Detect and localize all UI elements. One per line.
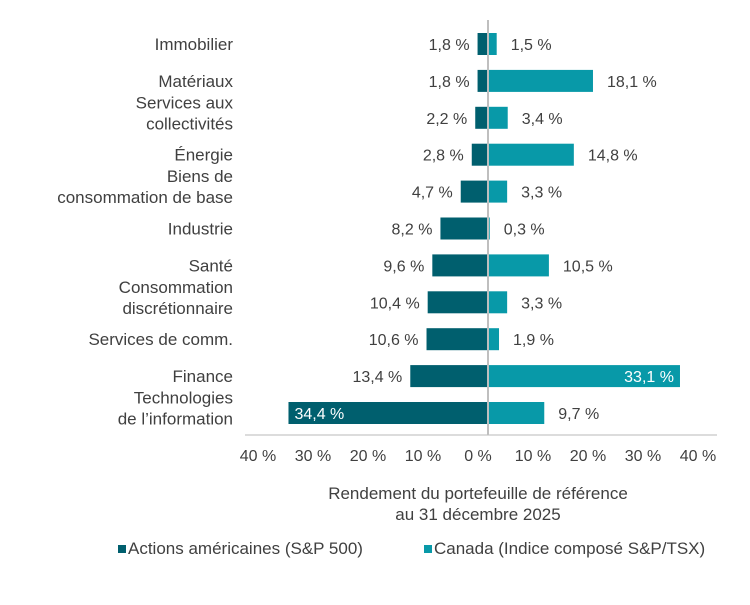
x-tick-label: 20 %: [570, 448, 606, 465]
category-label: Énergie: [174, 146, 233, 165]
bar-canada: [488, 365, 680, 388]
category-label: Santé: [189, 256, 233, 275]
bar-canada: [488, 69, 593, 92]
data-label: 34,4 %: [294, 406, 344, 423]
data-label: 3,3 %: [521, 295, 562, 312]
bar-canada: [488, 143, 574, 166]
data-label: 10,4 %: [370, 295, 420, 312]
bar-us: [477, 69, 488, 92]
data-label: 2,2 %: [426, 111, 467, 128]
data-label: 1,8 %: [429, 37, 470, 54]
category-label: Services de comm.: [88, 330, 233, 349]
data-label: 9,7 %: [558, 406, 599, 423]
legend-swatch: [118, 545, 126, 553]
x-tick-label: 30 %: [625, 448, 661, 465]
bar-us: [477, 33, 488, 55]
category-label: Services aux collectivités: [136, 93, 234, 133]
category-label: Technologies de l’information: [118, 389, 233, 429]
data-label: 9,6 %: [383, 258, 424, 275]
x-tick-label: 0 %: [464, 448, 492, 465]
x-axis-title: Rendement du portefeuille de référence au…: [328, 484, 628, 524]
legend: Actions américaines (S&P 500) Canada (Ind…: [118, 539, 705, 558]
x-tick-label: 20 %: [350, 448, 386, 465]
x-tick-label: 10 %: [515, 448, 551, 465]
bar-us: [427, 291, 488, 314]
data-label: 1,5 %: [511, 37, 552, 54]
category-label: Biens de consommation de base: [57, 167, 233, 207]
bar-us: [426, 328, 488, 351]
bar-us: [475, 106, 488, 129]
bar-us: [288, 402, 488, 424]
data-label: 2,8 %: [423, 148, 464, 165]
bar-canada: [488, 254, 549, 277]
category-label: Finance: [173, 367, 233, 386]
data-label: 13,4 %: [352, 369, 402, 386]
category-label: Consommation discrétionnaire: [119, 278, 233, 318]
bar-canada: [488, 291, 508, 314]
data-label: 8,2 %: [392, 222, 433, 239]
bar-canada: [488, 33, 497, 55]
legend-label: Canada (Indice composé S&P/TSX): [434, 539, 705, 558]
bar-us: [432, 254, 488, 277]
category-label: Industrie: [168, 220, 233, 239]
bar-canada: [488, 180, 508, 203]
data-label: 1,8 %: [429, 74, 470, 91]
category-label: Immobilier: [155, 35, 234, 54]
category-label: Matériaux: [158, 72, 233, 91]
data-label: 4,7 %: [412, 185, 453, 202]
data-label: 10,6 %: [369, 332, 419, 349]
x-tick-label: 40 %: [240, 448, 276, 465]
bar-us: [410, 365, 488, 388]
data-label: 3,4 %: [522, 111, 563, 128]
data-label: 1,9 %: [513, 332, 554, 349]
bar-us: [460, 180, 488, 203]
data-label: 3,3 %: [521, 185, 562, 202]
bar-canada: [488, 328, 500, 351]
bar-canada: [488, 402, 545, 424]
x-tick-label: 30 %: [295, 448, 331, 465]
data-label: 18,1 %: [607, 74, 657, 91]
data-label: 10,5 %: [563, 258, 613, 275]
legend-label: Actions américaines (S&P 500): [128, 539, 363, 558]
data-label: 14,8 %: [588, 148, 638, 165]
bar-us: [440, 217, 488, 240]
data-label: 0,3 %: [504, 222, 545, 239]
legend-swatch: [424, 545, 432, 553]
data-label: 33,1 %: [624, 369, 674, 386]
x-tick-label: 40 %: [680, 448, 716, 465]
bar-us: [471, 143, 488, 166]
x-tick-label: 10 %: [405, 448, 441, 465]
bar-canada: [488, 106, 508, 129]
